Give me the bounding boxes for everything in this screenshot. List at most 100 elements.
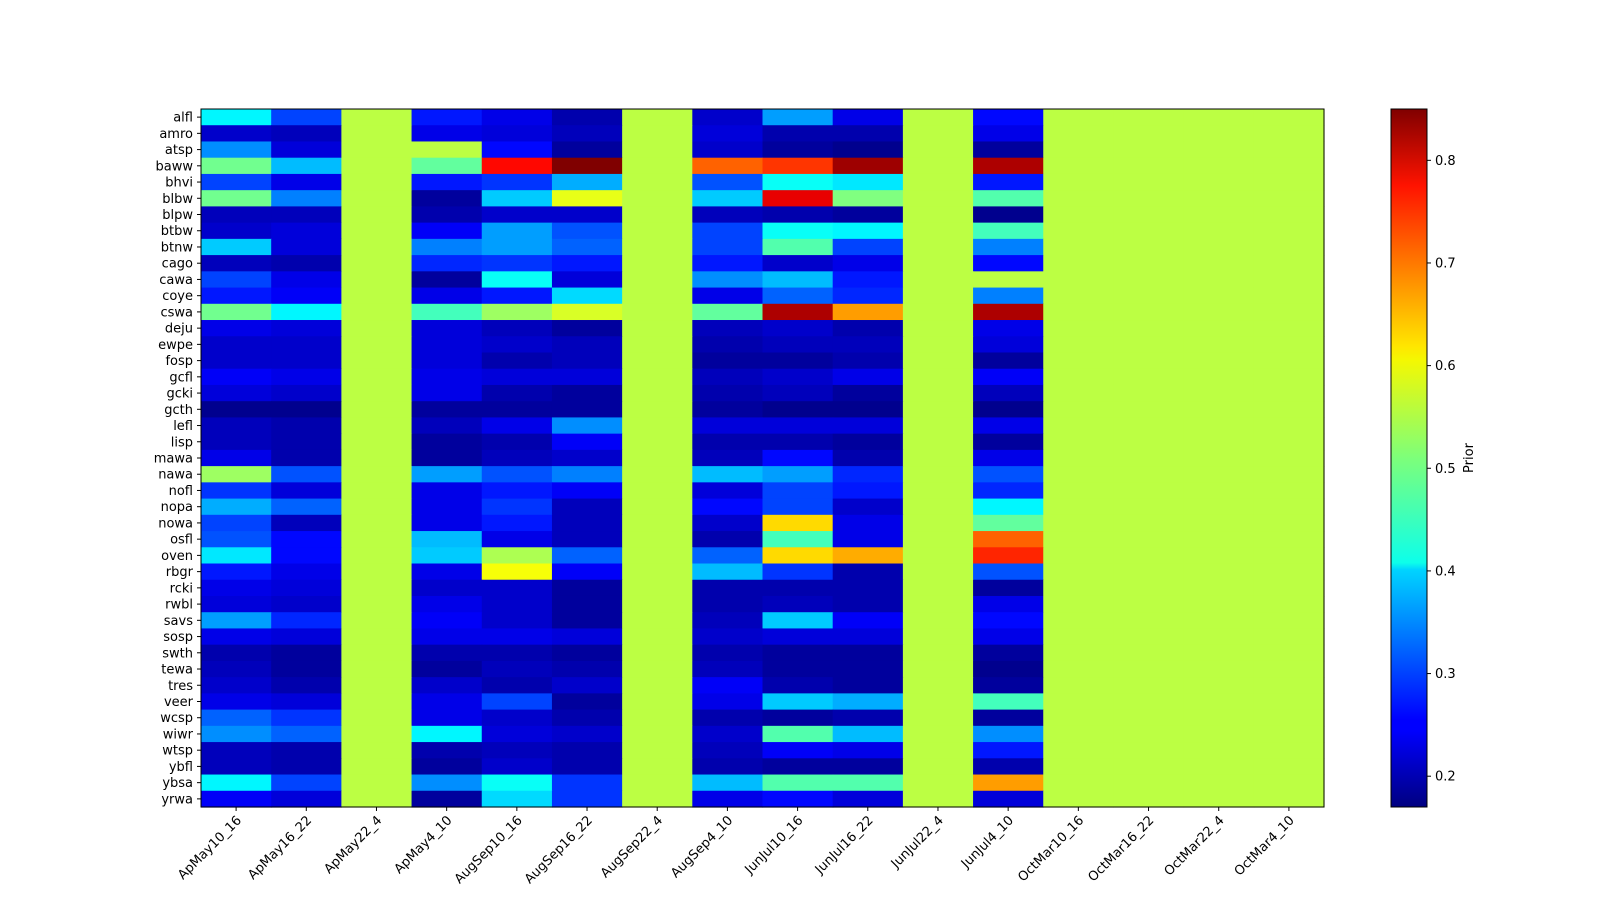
heatmap-cell [481, 660, 553, 678]
heatmap-cell [481, 336, 553, 354]
heatmap-cell [973, 157, 1044, 175]
heatmap-cell [622, 336, 693, 354]
heatmap-cell [271, 790, 342, 808]
heatmap-cell [551, 563, 623, 581]
heatmap-cell [762, 595, 834, 613]
heatmap-cell [622, 758, 693, 776]
heatmap-cell [762, 612, 834, 630]
heatmap-cell [902, 790, 974, 808]
heatmap-cell [1113, 449, 1185, 467]
heatmap-cell [692, 336, 764, 354]
heatmap-cell [411, 433, 483, 451]
heatmap-cell [1113, 141, 1185, 159]
heatmap-cell [832, 547, 904, 565]
heatmap-cell [973, 336, 1044, 354]
heatmap-cell [902, 660, 974, 678]
heatmap-cell [973, 644, 1044, 662]
heatmap-cell [1253, 271, 1325, 289]
heatmap-cell [692, 709, 764, 727]
heatmap-cell [762, 677, 834, 694]
heatmap-cell [1043, 644, 1115, 662]
heatmap-cell [1253, 190, 1325, 207]
y-tick-label: veer [164, 695, 194, 710]
heatmap-cell [1043, 531, 1115, 548]
y-tick-label: coye [162, 289, 193, 304]
heatmap-cell [481, 352, 553, 370]
heatmap-cell [1043, 157, 1115, 175]
heatmap-cell [762, 173, 834, 191]
heatmap-cell [973, 498, 1044, 516]
heatmap-cell [762, 433, 834, 451]
heatmap-cell [411, 336, 483, 354]
heatmap-cell [411, 742, 483, 759]
heatmap-cell [902, 173, 974, 191]
heatmap-cell [1113, 401, 1185, 419]
heatmap-cell [341, 514, 413, 532]
heatmap-cell [1183, 109, 1255, 126]
y-tick-label: bhvi [165, 176, 193, 191]
heatmap-cell [1113, 352, 1185, 370]
heatmap-cell [1183, 579, 1255, 597]
heatmap-cell [1113, 157, 1185, 175]
heatmap-cell [411, 368, 483, 386]
heatmap-cell [1253, 758, 1325, 776]
heatmap-cell [1183, 742, 1255, 759]
heatmap-cell [692, 401, 764, 419]
heatmap-cell [622, 157, 693, 175]
heatmap-cell [411, 563, 483, 581]
heatmap-cell [1253, 287, 1325, 305]
y-tick-label: lisp [171, 435, 193, 450]
heatmap-cell [622, 725, 693, 743]
heatmap-cell [1043, 628, 1115, 646]
heatmap-cell [481, 384, 553, 402]
heatmap-cell [481, 238, 553, 256]
y-tick-label: amro [159, 127, 193, 142]
heatmap-cell [1253, 206, 1325, 224]
heatmap-cell [341, 303, 413, 321]
heatmap-cell [902, 125, 974, 143]
heatmap-cell [411, 320, 483, 337]
heatmap-cell [762, 336, 834, 354]
heatmap-cell [341, 433, 413, 451]
heatmap-cell [341, 109, 413, 126]
heatmap-cell [201, 238, 272, 256]
heatmap-cell [692, 790, 764, 808]
heatmap-cell [902, 206, 974, 224]
heatmap-cell [902, 742, 974, 759]
heatmap-cell [551, 774, 623, 792]
heatmap-cell [341, 709, 413, 727]
heatmap-cell [692, 725, 764, 743]
heatmap-cell [1183, 693, 1255, 711]
heatmap-cell [1043, 595, 1115, 613]
heatmap-cell [271, 157, 342, 175]
heatmap-cell [622, 222, 693, 240]
heatmap-cell [411, 660, 483, 678]
heatmap-cell [341, 287, 413, 305]
heatmap-cell [551, 190, 623, 207]
heatmap-cell [622, 287, 693, 305]
heatmap-cell [551, 547, 623, 565]
heatmap-cell [692, 595, 764, 613]
x-tick-label: ApMay10_16 [175, 813, 245, 883]
heatmap-cell [201, 173, 272, 191]
heatmap-cell [201, 693, 272, 711]
heatmap-cell [201, 271, 272, 289]
heatmap-cell [832, 774, 904, 792]
heatmap-cell [622, 563, 693, 581]
heatmap-cell [692, 238, 764, 256]
heatmap-cell [1043, 514, 1115, 532]
heatmap-cell [1113, 774, 1185, 792]
y-tick-label: fosp [165, 354, 193, 369]
heatmap-cell [902, 320, 974, 337]
heatmap-cell [1113, 384, 1185, 402]
heatmap-cell [551, 352, 623, 370]
heatmap-cell [551, 157, 623, 175]
heatmap-cell [832, 287, 904, 305]
heatmap-cell [201, 595, 272, 613]
heatmap-cell [1253, 644, 1325, 662]
heatmap-cell [551, 709, 623, 727]
heatmap-cell [1183, 790, 1255, 808]
heatmap-cell [481, 579, 553, 597]
heatmap-cell [341, 579, 413, 597]
